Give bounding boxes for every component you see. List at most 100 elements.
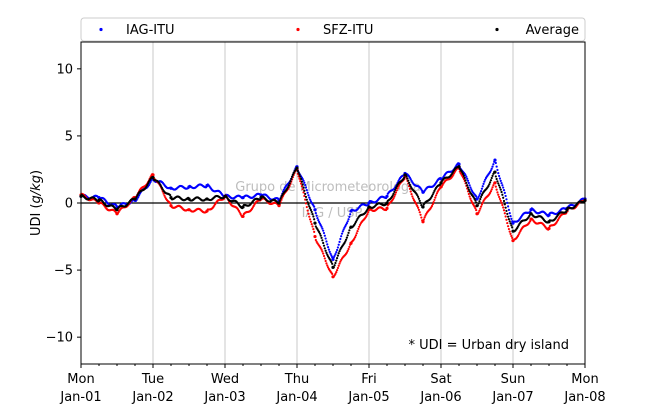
data-point [333,254,336,257]
data-point [498,197,502,201]
data-point [322,254,326,258]
legend-marker [99,27,103,32]
data-point [286,186,290,189]
data-point [367,211,370,214]
y-tick-label: −10 [46,331,73,346]
data-point [457,162,461,166]
data-point [278,199,281,202]
data-point [479,192,482,195]
data-point [489,169,493,172]
data-point [322,231,326,235]
data-point [488,191,492,194]
data-point [507,208,511,211]
data-point [304,198,307,201]
data-point [338,250,341,253]
data-point [479,197,482,201]
legend-marker [296,27,300,32]
data-point [506,225,510,228]
data-point [325,240,328,243]
x-tick-date-label: Jan-08 [563,390,605,405]
data-point [491,186,494,189]
data-point [497,174,501,178]
data-point [331,272,334,275]
data-point [385,206,389,210]
data-point [501,193,504,196]
data-point [303,189,306,192]
watermark-line-1: Grupo de Micrometeorologia [235,180,421,195]
data-point [434,196,437,199]
data-point [338,240,341,243]
data-point [347,231,350,234]
data-point [305,189,308,192]
data-point [480,203,484,206]
data-point [494,185,497,188]
data-point [547,226,551,231]
y-tick-label: 5 [65,129,73,144]
data-point [344,240,347,243]
data-point [334,272,337,275]
data-point [322,241,325,245]
data-point [169,194,172,197]
data-point [336,254,340,257]
data-point [420,203,423,207]
data-point [309,208,313,212]
data-point [348,229,351,232]
data-point [504,215,507,218]
data-point [493,158,497,162]
data-point [296,169,299,173]
data-point [297,175,300,178]
data-point [493,170,497,174]
data-point [416,204,419,208]
data-point [510,234,513,238]
data-point [511,226,514,229]
udi-annotation: * UDI = Urban dry island [409,338,569,353]
data-point [509,232,512,235]
x-tick-day-label: Mon [67,372,94,387]
data-point [308,218,312,221]
data-point [490,176,493,180]
data-point [313,234,317,239]
data-point [468,195,471,198]
data-point [418,211,421,214]
data-point [241,205,245,209]
data-point [474,199,477,202]
data-point [488,181,492,184]
data-point [356,229,359,233]
data-point [313,208,317,212]
data-point [489,179,493,182]
data-point [497,195,501,199]
data-point [510,224,513,227]
data-point [151,173,155,177]
data-point [430,204,434,208]
data-point [477,211,480,214]
data-point [466,190,470,193]
data-point [146,182,150,185]
data-point [334,252,337,256]
data-point [418,199,421,202]
data-point [506,205,510,208]
data-point [518,231,521,234]
data-point [340,235,343,238]
x-tick-day-label: Mon [571,372,598,387]
data-point [331,257,335,261]
data-point [467,188,470,191]
data-point [424,214,427,217]
data-point [499,179,502,182]
data-point [467,192,470,196]
data-point [416,195,420,198]
data-point [408,187,412,190]
data-point [406,177,409,180]
data-point [423,216,426,219]
data-point [499,199,502,202]
data-point [392,197,395,200]
data-point [432,191,435,194]
data-point [315,214,318,217]
data-point [339,237,342,241]
data-point [308,196,311,199]
data-point [506,215,510,218]
data-point [307,194,310,197]
x-tick-date-label: Jan-02 [131,390,173,405]
data-point [506,212,509,216]
legend-label: IAG-ITU [126,23,175,38]
data-point [487,184,490,188]
